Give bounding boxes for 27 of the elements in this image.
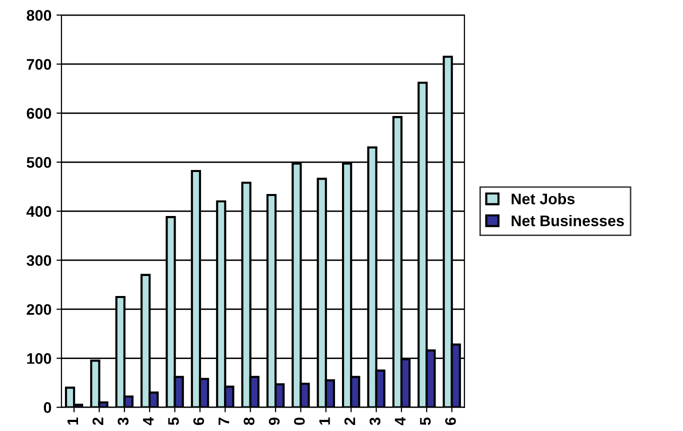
x-tick-label: 2 — [344, 418, 356, 425]
y-tick-label: 500 — [26, 157, 52, 168]
x-tick-label: 4 — [143, 417, 154, 426]
y-tick-label: 600 — [26, 108, 52, 119]
y-tick-label: 700 — [26, 58, 52, 70]
y-tick-label: 100 — [27, 353, 52, 364]
legend-label: Net Jobs — [512, 193, 575, 204]
legend-label: Net Businesses — [512, 215, 624, 226]
y-tick-label: 400 — [26, 206, 52, 217]
y-tick-label: 300 — [26, 255, 52, 266]
x-tick-label: 9 — [268, 418, 280, 425]
x-tick-label: 0 — [294, 418, 305, 425]
x-tick-label: 5 — [420, 417, 431, 426]
x-tick-label: 3 — [370, 418, 380, 426]
x-tick-label: 4 — [394, 417, 406, 426]
x-tick-label: 1 — [68, 417, 78, 425]
x-tick-label: 3 — [118, 418, 129, 426]
y-tick-label: 800 — [26, 10, 52, 21]
x-tick-label: 2 — [92, 418, 104, 425]
x-tick-label: 8 — [244, 417, 254, 426]
x-tick-label: 6 — [445, 418, 456, 425]
y-tick-label: 200 — [26, 304, 52, 315]
x-tick-label: 1 — [319, 417, 330, 425]
x-tick-label: 5 — [168, 417, 179, 426]
x-tick-label: 6 — [193, 418, 204, 425]
y-tick-label: 0 — [44, 402, 52, 413]
x-tick-label: 7 — [218, 418, 230, 425]
